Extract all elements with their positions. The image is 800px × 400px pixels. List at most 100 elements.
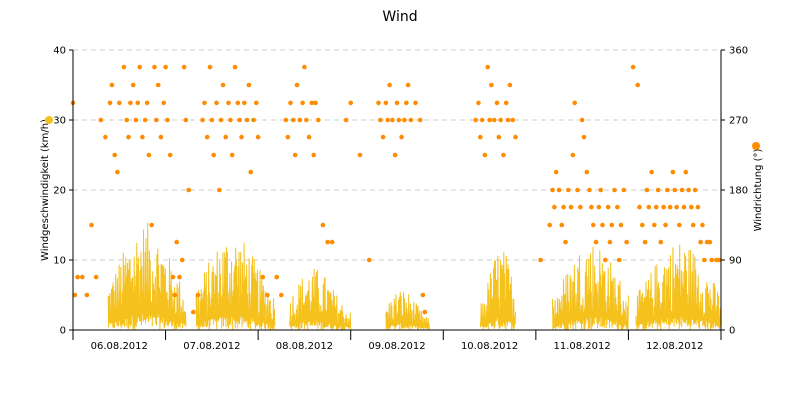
speed-line-segment [107, 222, 187, 330]
speed-line-segment [195, 242, 276, 330]
direction-point [288, 100, 293, 106]
direction-point [556, 187, 562, 193]
direction-point [311, 152, 317, 158]
direction-point [242, 100, 247, 106]
direction-point [692, 187, 698, 193]
direction-point [605, 204, 611, 210]
direction-point [285, 134, 291, 140]
direction-point [302, 64, 307, 70]
direction-point [479, 117, 485, 123]
x-tick-label: 09.08.2012 [368, 341, 425, 352]
direction-point [561, 204, 566, 210]
direction-point [615, 204, 620, 210]
direction-point [635, 82, 640, 88]
direction-point [579, 117, 585, 123]
direction-point [155, 82, 161, 88]
direction-point [320, 222, 326, 228]
direction-point [695, 204, 701, 210]
direction-point [98, 117, 104, 123]
direction-point [485, 64, 491, 70]
direction-point [621, 187, 627, 193]
direction-point [103, 134, 108, 140]
direction-point [570, 152, 576, 158]
direction-point [538, 257, 543, 263]
direction-point [553, 169, 559, 175]
direction-point [142, 117, 148, 123]
direction-point [510, 117, 515, 123]
direction-point [172, 292, 178, 298]
direction-point [117, 100, 122, 106]
direction-point [80, 274, 85, 280]
direction-point [161, 100, 166, 106]
y-right-tick-label: 360 [729, 46, 748, 57]
axes: 0 10 20 30 40 0 90 180 270 360 06.08.2012 07.08.201… [53, 46, 748, 353]
direction-point [107, 100, 113, 106]
direction-point [232, 64, 238, 70]
direction-point [211, 152, 216, 158]
direction-point [167, 152, 173, 158]
direction-point [702, 257, 707, 263]
direction-point [186, 187, 191, 193]
direction-point [251, 117, 256, 123]
direction-point [325, 239, 330, 245]
direction-point [589, 204, 594, 210]
direction-point [109, 82, 115, 88]
speed-line-segment [289, 268, 352, 331]
direction-point [420, 292, 426, 298]
direction-point [146, 152, 152, 158]
chart-title: Wind [382, 9, 417, 25]
direction-point [165, 117, 170, 123]
direction-point [404, 100, 409, 106]
direction-point [137, 64, 142, 70]
direction-point [223, 134, 228, 140]
direction-point [507, 82, 513, 88]
direction-point [292, 152, 298, 158]
x-tick-label: 10.08.2012 [461, 341, 518, 352]
direction-point [578, 204, 583, 210]
direction-point [487, 117, 492, 123]
direction-point [422, 309, 428, 315]
direction-point [229, 152, 235, 158]
direction-point [183, 117, 189, 123]
direction-point [624, 239, 629, 245]
direction-point [672, 187, 677, 193]
direction-point [489, 82, 494, 88]
speed-line-segment [385, 291, 430, 331]
direction-point [75, 274, 80, 280]
direction-point [689, 204, 694, 210]
direction-point [209, 117, 215, 123]
direction-point [72, 292, 78, 298]
direction-point [255, 134, 261, 140]
x-tick-label: 08.08.2012 [276, 341, 333, 352]
direction-point [607, 239, 613, 245]
direction-point [274, 274, 280, 280]
direction-point [158, 134, 164, 140]
direction-point [133, 117, 139, 123]
direction-point [642, 239, 648, 245]
direction-point [112, 152, 117, 158]
direction-point [376, 100, 381, 106]
direction-point [612, 187, 617, 193]
direction-point [584, 169, 590, 175]
direction-point [653, 204, 659, 210]
y-left-axis-title: Windgeschwindigkeit (km/h) [40, 119, 51, 261]
direction-point [253, 100, 259, 106]
direction-point [405, 82, 411, 88]
direction-point [563, 239, 568, 245]
direction-point [550, 187, 555, 193]
direction-point [501, 152, 506, 158]
direction-point [505, 117, 511, 123]
direction-point [677, 222, 682, 228]
direction-point [387, 82, 392, 88]
direction-point [396, 117, 402, 123]
speed-line-segment [479, 252, 516, 330]
direction-point [491, 117, 497, 123]
direction-point [476, 100, 481, 106]
direction-point [644, 187, 650, 193]
direction-point [191, 309, 196, 315]
speed-line-segment [635, 244, 722, 331]
direction-point [283, 117, 289, 123]
direction-point [413, 100, 418, 106]
direction-point [89, 222, 94, 228]
direction-point [496, 134, 502, 140]
